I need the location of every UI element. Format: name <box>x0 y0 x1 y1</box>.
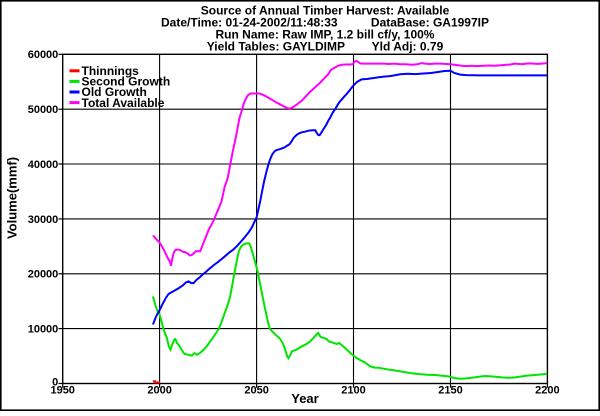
svg-text:20000: 20000 <box>28 269 59 281</box>
svg-text:30000: 30000 <box>28 214 59 226</box>
svg-text:Volume(mmf): Volume(mmf) <box>5 157 20 239</box>
svg-text:1950: 1950 <box>50 385 74 397</box>
svg-text:2200: 2200 <box>535 385 559 397</box>
svg-text:Yield Tables: GAYLDIMP: Yield Tables: GAYLDIMP Yld Adj: 0.79 <box>207 40 444 54</box>
svg-text:2150: 2150 <box>438 385 462 397</box>
svg-text:2100: 2100 <box>341 385 365 397</box>
svg-text:40000: 40000 <box>28 159 59 171</box>
svg-text:2050: 2050 <box>244 385 268 397</box>
svg-text:10000: 10000 <box>28 324 59 336</box>
svg-text:Run Name: Raw IMP, 1.2 bill cf: Run Name: Raw IMP, 1.2 bill cf/y, 100% <box>216 28 435 42</box>
svg-text:0: 0 <box>52 377 58 389</box>
svg-text:Source of Annual Timber Harves: Source of Annual Timber Harvest: Availab… <box>201 4 450 18</box>
svg-text:Second Growth: Second Growth <box>82 75 171 89</box>
svg-text:Thinnings: Thinnings <box>82 64 140 78</box>
svg-text:Year: Year <box>291 391 318 406</box>
svg-text:Total Available: Total Available <box>82 96 165 110</box>
svg-text:50000: 50000 <box>28 104 59 116</box>
svg-text:60000: 60000 <box>28 49 59 61</box>
svg-text:Old Growth: Old Growth <box>82 85 147 99</box>
svg-text:Date/Time: 01-24-2002/11:48:33: Date/Time: 01-24-2002/11:48:33 DataBase:… <box>161 16 489 30</box>
svg-text:2000: 2000 <box>147 385 171 397</box>
